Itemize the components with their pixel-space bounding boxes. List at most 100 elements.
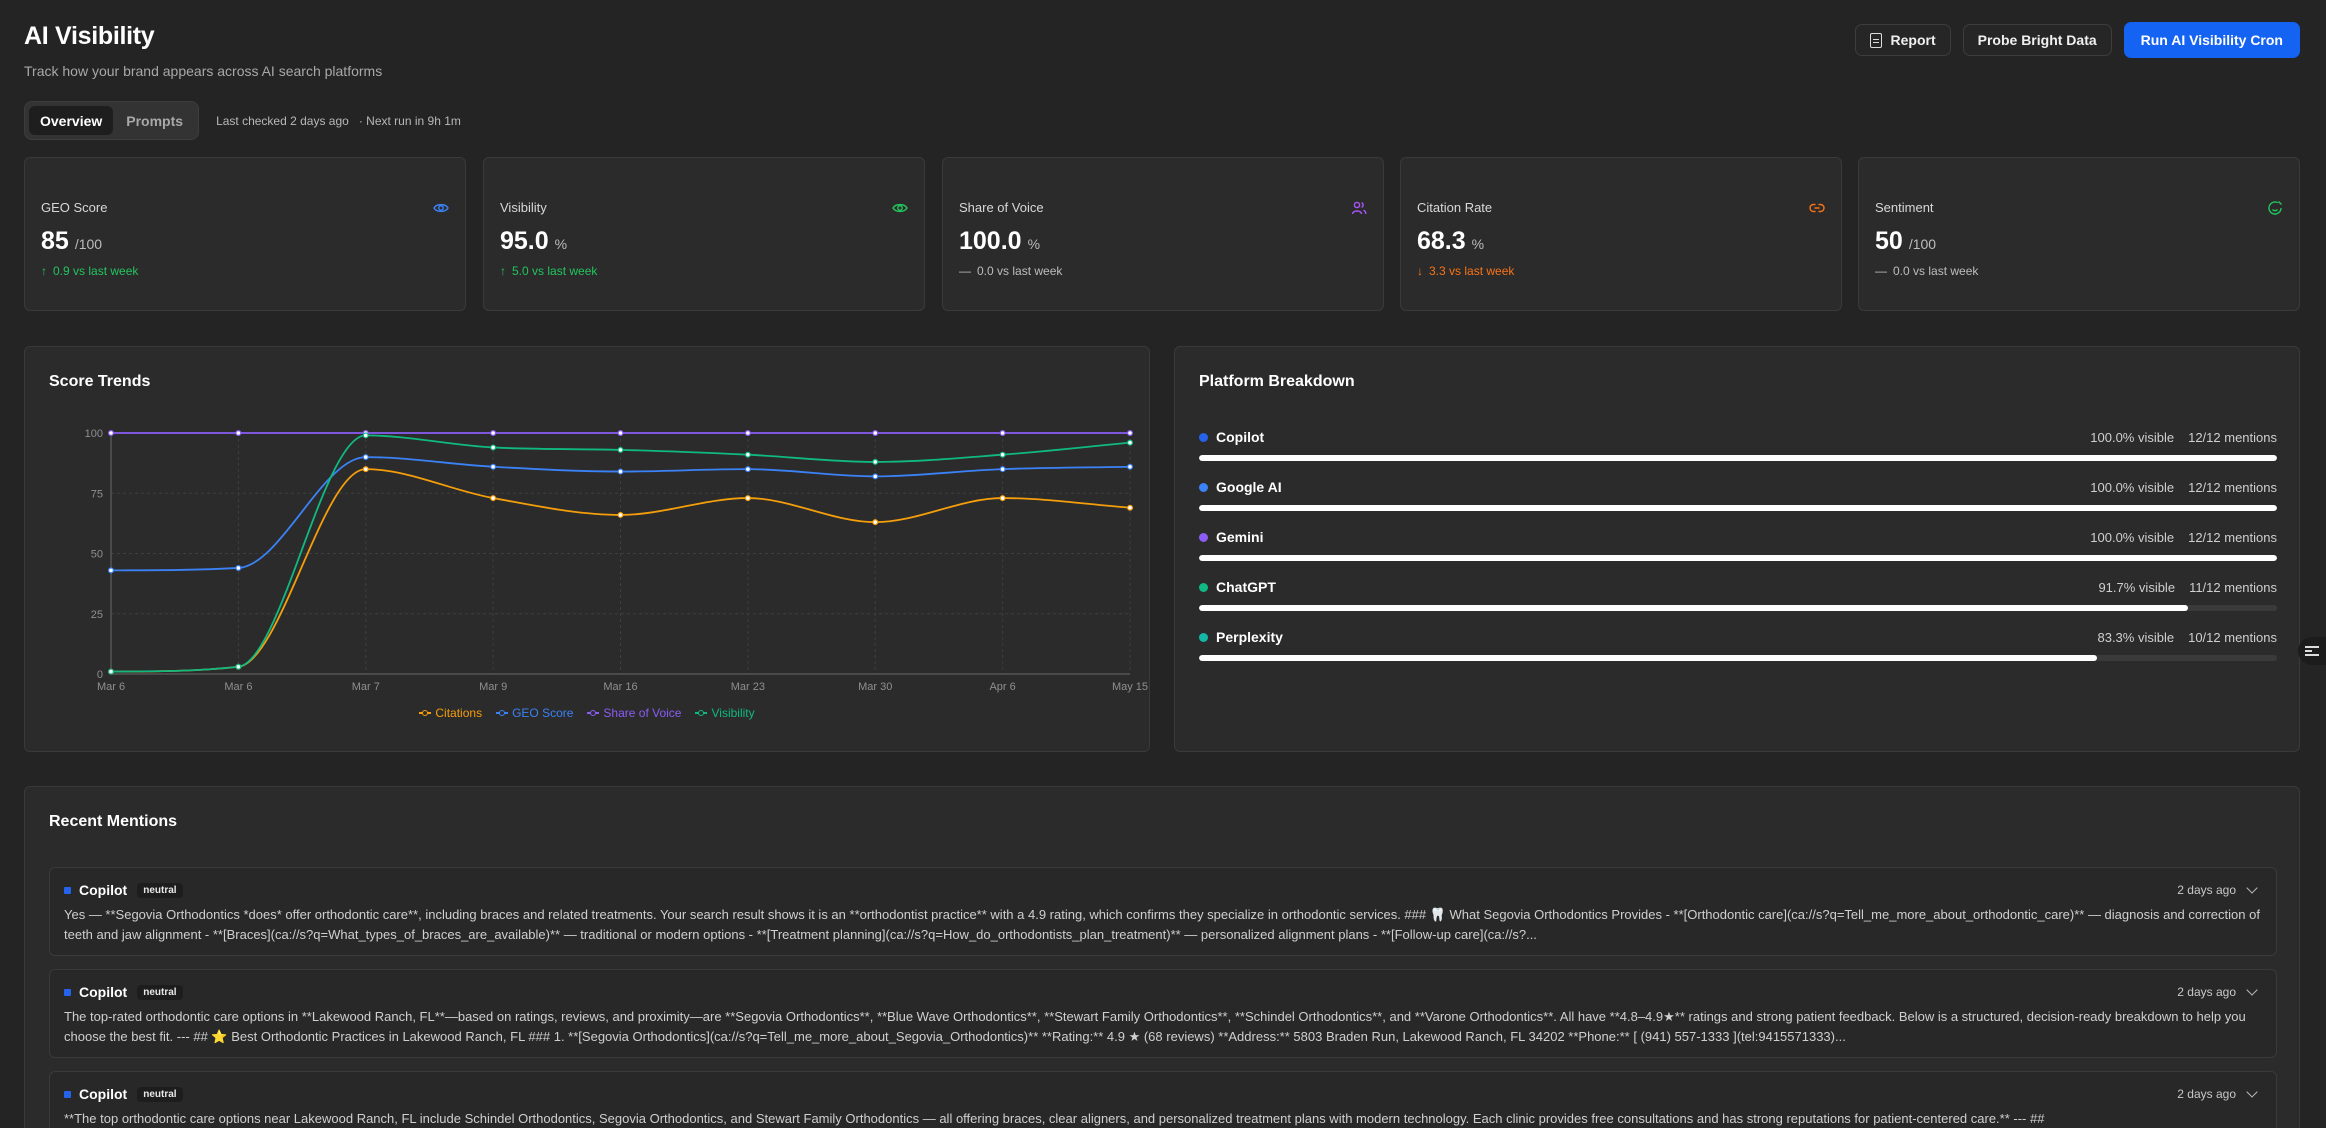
platform-mentions: 12/12 mentions bbox=[2188, 479, 2277, 495]
platform-row-gemini: Gemini 100.0% visible 12/12 mentions bbox=[1199, 528, 2277, 561]
arrow-up-icon: ↑ bbox=[500, 264, 506, 278]
data-point-geo-score bbox=[872, 473, 879, 480]
data-point-geo-score bbox=[744, 466, 751, 473]
metric-value: 100.0 bbox=[959, 227, 1022, 255]
data-point-share-of-voice bbox=[617, 429, 624, 436]
platform-visibility: 100.0% visible bbox=[2090, 479, 2175, 495]
page-subtitle: Track how your brand appears across AI s… bbox=[24, 63, 383, 79]
arrow-down-icon: ↓ bbox=[1417, 264, 1423, 278]
platform-progress-bar bbox=[1199, 555, 2277, 561]
metric-card-sentiment: Sentiment 50/100 — 0.0 vs last week bbox=[1858, 157, 2300, 311]
chart-legend: Citations GEO Score Share of Voice Visibili… bbox=[25, 706, 1149, 720]
data-point-citations bbox=[872, 519, 879, 526]
platform-breakdown-title: Platform Breakdown bbox=[1199, 373, 1355, 390]
series-line-citations bbox=[110, 468, 1131, 673]
link-icon bbox=[1809, 203, 1825, 213]
platform-row-perplexity: Perplexity 83.3% visible 10/12 mentions bbox=[1199, 628, 2277, 661]
platform-dot bbox=[1199, 432, 1208, 442]
data-point-visibility bbox=[999, 451, 1006, 458]
platform-mentions: 12/12 mentions bbox=[2188, 429, 2277, 445]
series-line-visibility bbox=[110, 434, 1131, 673]
report-button[interactable]: Report bbox=[1854, 24, 1951, 56]
data-point-geo-score bbox=[362, 454, 369, 461]
side-panel-toggle[interactable] bbox=[2298, 637, 2326, 665]
y-tick-label: 50 bbox=[91, 549, 103, 561]
data-point-visibility bbox=[490, 444, 497, 451]
probe-bright-data-button[interactable]: Probe Bright Data bbox=[1962, 24, 2112, 56]
platform-name: Copilot bbox=[1216, 429, 1265, 445]
platform-progress-bar bbox=[1199, 455, 2277, 461]
sentiment-badge: neutral bbox=[137, 1086, 183, 1102]
minus-icon: — bbox=[1875, 264, 1887, 278]
smile-icon bbox=[2268, 201, 2282, 215]
legend-item[interactable]: Visibility bbox=[695, 706, 755, 720]
x-tick-label: Apr 6 bbox=[989, 681, 1015, 693]
platform-visibility: 91.7% visible bbox=[2098, 579, 2176, 595]
platform-name: Google AI bbox=[1216, 479, 1282, 495]
x-tick-label: Mar 6 bbox=[97, 681, 125, 693]
platform-name: Perplexity bbox=[1216, 629, 1283, 645]
data-point-citations bbox=[617, 511, 624, 518]
platform-dot bbox=[64, 988, 71, 996]
data-point-visibility bbox=[617, 446, 624, 453]
metric-value: 50 bbox=[1875, 227, 1903, 255]
sentiment-badge: neutral bbox=[137, 882, 183, 898]
platform-progress-bar bbox=[1199, 655, 2277, 661]
page-header: AI Visibility Track how your brand appea… bbox=[24, 22, 382, 79]
mention-source: Copilot bbox=[79, 984, 128, 1000]
data-point-visibility bbox=[235, 663, 242, 670]
data-point-citations bbox=[362, 466, 369, 473]
tab-overview[interactable]: Overview bbox=[29, 106, 114, 135]
legend-marker bbox=[695, 709, 708, 717]
x-tick-label: May 15 bbox=[1112, 681, 1148, 693]
users-icon bbox=[1351, 201, 1367, 215]
data-point-share-of-voice bbox=[872, 429, 879, 436]
legend-item[interactable]: Citations bbox=[419, 706, 482, 720]
legend-marker bbox=[419, 709, 432, 717]
score-trends-chart: 0 25 50 75 100 Mar 6 Mar 6 Mar 7 Mar 9 Mar 16 Mar … bbox=[85, 428, 1148, 693]
data-point-share-of-voice bbox=[107, 429, 114, 436]
metric-unit: % bbox=[554, 236, 568, 252]
metric-value: 85 bbox=[41, 227, 69, 255]
run-ai-visibility-cron-button[interactable]: Run AI Visibility Cron bbox=[2123, 22, 2300, 58]
x-tick-label: Mar 23 bbox=[731, 681, 765, 693]
mention-text: The top-rated orthodontic care options i… bbox=[64, 1009, 2246, 1044]
score-trends-card: Score Trends 0 25 50 75 100 Mar 6 Mar 6 Mar 7 Ma… bbox=[24, 346, 1150, 752]
legend-item[interactable]: Share of Voice bbox=[587, 706, 681, 720]
metric-value: 68.3 bbox=[1417, 227, 1466, 255]
legend-item[interactable]: GEO Score bbox=[496, 706, 573, 720]
metric-delta: 0.9 vs last week bbox=[53, 264, 139, 278]
chevron-down-icon[interactable] bbox=[2246, 983, 2258, 996]
chevron-down-icon[interactable] bbox=[2246, 1085, 2258, 1098]
metric-delta: 3.3 vs last week bbox=[1429, 264, 1515, 278]
y-tick-label: 100 bbox=[85, 428, 103, 440]
mention-time: 2 days ago bbox=[2177, 883, 2236, 897]
mention-item[interactable]: Copilot neutral 2 days ago Yes — **Segov… bbox=[49, 867, 2277, 956]
legend-marker bbox=[496, 709, 509, 717]
metric-label: Visibility bbox=[500, 200, 547, 215]
eye-icon bbox=[433, 203, 449, 213]
platform-mentions: 12/12 mentions bbox=[2188, 529, 2277, 545]
platform-dot bbox=[1199, 482, 1208, 492]
metric-unit: /100 bbox=[74, 236, 103, 252]
tab-prompts[interactable]: Prompts bbox=[126, 112, 184, 129]
metric-label: Share of Voice bbox=[959, 200, 1044, 215]
eye-icon bbox=[892, 203, 908, 213]
mention-item[interactable]: Copilot neutral 2 days ago The top-rated… bbox=[49, 969, 2277, 1058]
mention-text: **The top orthodontic care options near … bbox=[64, 1111, 2045, 1126]
metric-unit: /100 bbox=[1908, 236, 1937, 252]
platform-row-google-ai: Google AI 100.0% visible 12/12 mentions bbox=[1199, 478, 2277, 511]
header-actions: Report Probe Bright Data Run AI Visibili… bbox=[1854, 22, 2300, 58]
last-checked-text: Last checked 2 days ago bbox=[216, 113, 349, 128]
platform-dot bbox=[1199, 582, 1208, 592]
metric-card-visibility: Visibility 95.0% ↑ 5.0 vs last week bbox=[483, 157, 925, 311]
x-tick-label: Mar 7 bbox=[352, 681, 380, 693]
metric-delta: 0.0 vs last week bbox=[977, 264, 1063, 278]
platform-row-chatgpt: ChatGPT 91.7% visible 11/12 mentions bbox=[1199, 578, 2277, 611]
platform-progress-fill bbox=[1199, 605, 2188, 611]
mention-item[interactable]: Copilot neutral 2 days ago **The top ort… bbox=[49, 1071, 2277, 1128]
platform-dot bbox=[64, 886, 71, 894]
data-point-geo-score bbox=[999, 466, 1006, 473]
chevron-down-icon[interactable] bbox=[2246, 881, 2258, 894]
data-point-share-of-voice bbox=[1126, 429, 1133, 436]
